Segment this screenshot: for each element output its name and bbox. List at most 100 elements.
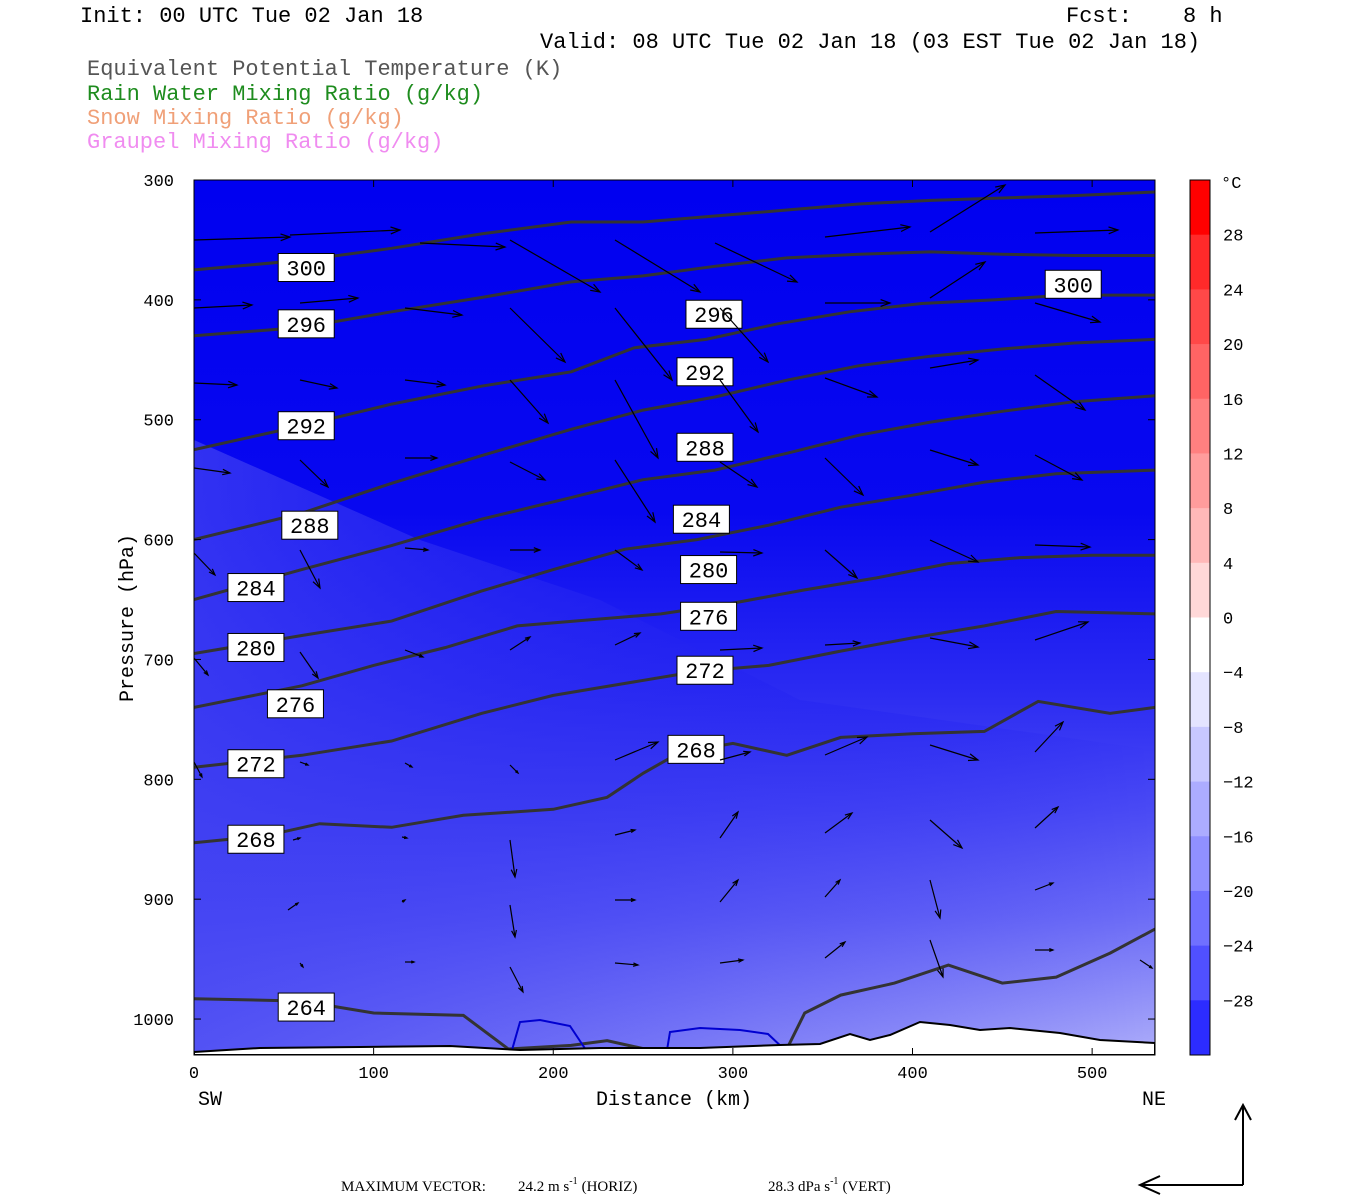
wind-vector-group <box>194 184 1154 994</box>
wind-vector-head <box>311 671 320 680</box>
contour-label: 292 <box>685 362 725 387</box>
wind-vector <box>509 966 524 993</box>
wind-vector-head <box>222 468 232 476</box>
wind-vector <box>404 379 446 386</box>
wind-vector-head <box>937 968 944 979</box>
wind-vector <box>929 261 986 299</box>
wind-vector <box>299 549 321 589</box>
y-axis-label: Pressure (hPa) <box>117 534 140 702</box>
contour-label-box <box>277 309 335 339</box>
y-tick-label: 700 <box>143 652 174 671</box>
wind-vector-head <box>1108 226 1120 235</box>
wind-vector-head <box>510 868 518 879</box>
wind-vector <box>509 239 601 293</box>
wind-vector-head <box>1148 965 1154 969</box>
wind-vector-head <box>533 547 542 553</box>
wind-vector-head <box>848 569 859 580</box>
contour-label: 264 <box>286 997 326 1022</box>
wind-vector-head <box>953 839 964 850</box>
colorbar-band <box>1190 890 1210 947</box>
wind-vector-head <box>967 554 980 563</box>
wind-vector <box>509 379 549 424</box>
contour-label: 284 <box>682 509 722 534</box>
wind-vector <box>404 307 463 316</box>
wind-vector <box>614 549 643 571</box>
wind-vector <box>299 379 338 389</box>
colorbar-band <box>1190 726 1210 783</box>
wind-vector <box>1139 959 1153 969</box>
max-vector-vert: 28.3 dPa s-1 (VERT) <box>768 1176 891 1195</box>
wind-vector-head <box>630 828 637 834</box>
wind-vector-head <box>242 301 254 310</box>
wind-vector <box>1034 302 1101 323</box>
colorbar-band <box>1190 672 1210 728</box>
theta-e-contour <box>194 468 1155 655</box>
wind-vector <box>824 226 911 238</box>
wind-vector <box>929 449 979 466</box>
theta-e-contour-group: 2642682722762802842882922963003002962922… <box>194 190 1155 1055</box>
wind-vector-head <box>418 653 425 658</box>
contour-label-box <box>667 734 725 764</box>
wind-vector-head <box>880 299 892 307</box>
wind-vector <box>509 904 516 938</box>
wind-vector <box>719 307 769 363</box>
wind-vector-head <box>403 835 409 840</box>
x-axis: 0 100 200 300 400 500 <box>189 180 1107 1084</box>
contour-label-box <box>281 510 339 540</box>
contour-label: 284 <box>236 578 276 603</box>
wind-vector <box>614 239 701 293</box>
y-tick-label: 400 <box>143 293 174 312</box>
colorbar-tick-label: −16 <box>1223 829 1254 848</box>
wind-vector-head <box>390 226 402 235</box>
wind-vector <box>289 229 401 236</box>
wind-vector <box>194 304 253 309</box>
wind-vector <box>929 637 979 648</box>
wind-vector <box>299 651 319 679</box>
wind-vector-head <box>995 184 1007 194</box>
contour-label-box <box>227 632 285 662</box>
contour-label-box <box>266 689 324 719</box>
wind-vector-head <box>203 670 210 677</box>
wind-vector-head <box>749 422 760 434</box>
wind-vector <box>194 236 291 241</box>
colorbar-band <box>1190 945 1210 1001</box>
wind-vector <box>1034 229 1119 234</box>
y-tick-label: 300 <box>143 173 174 192</box>
contour-label: 272 <box>685 660 725 685</box>
wind-vector <box>1034 544 1091 548</box>
colorbar-tick-label: −4 <box>1223 665 1243 684</box>
wind-vector <box>299 297 359 304</box>
contour-label: 268 <box>236 829 276 854</box>
rain-contour <box>666 1026 786 1051</box>
reference-vector <box>1137 1102 1252 1195</box>
wind-vector <box>824 879 841 898</box>
wind-vector-head <box>515 770 520 775</box>
contour-label-box <box>277 992 335 1022</box>
footer-max-vector: MAXIMUM VECTOR: 24.2 m s-1 (HORIZ) 28.3 d… <box>341 1176 891 1195</box>
colorbar-band <box>1190 1000 1210 1056</box>
wind-vector-head <box>690 283 702 293</box>
wind-vector <box>614 962 639 966</box>
wind-vector-head <box>853 485 865 497</box>
wind-vector <box>929 819 963 849</box>
wind-vector <box>719 879 739 903</box>
theta-e-contour <box>194 190 1155 272</box>
wind-vector-head <box>747 478 759 488</box>
forecast-hour-label: Fcst: <box>1066 4 1133 29</box>
wind-vector-head <box>328 383 339 390</box>
wind-vector <box>824 941 846 959</box>
y-tick-label: 500 <box>143 413 174 432</box>
colorbar-tick-label: 16 <box>1223 392 1243 411</box>
init-time: Init: 00 UTC Tue 02 Jan 18 <box>80 4 424 29</box>
wind-vector-head <box>844 811 854 820</box>
wind-vector-head <box>452 309 464 318</box>
colorbar-unit: °C <box>1221 175 1241 194</box>
wind-vector-head <box>732 878 740 887</box>
wind-vector-head <box>296 837 302 841</box>
wind-vector <box>194 467 231 474</box>
theta-e-contour <box>194 293 1155 452</box>
wind-vector-head <box>967 753 980 762</box>
contour-label: 296 <box>286 314 326 339</box>
contour-label: 288 <box>685 437 725 462</box>
